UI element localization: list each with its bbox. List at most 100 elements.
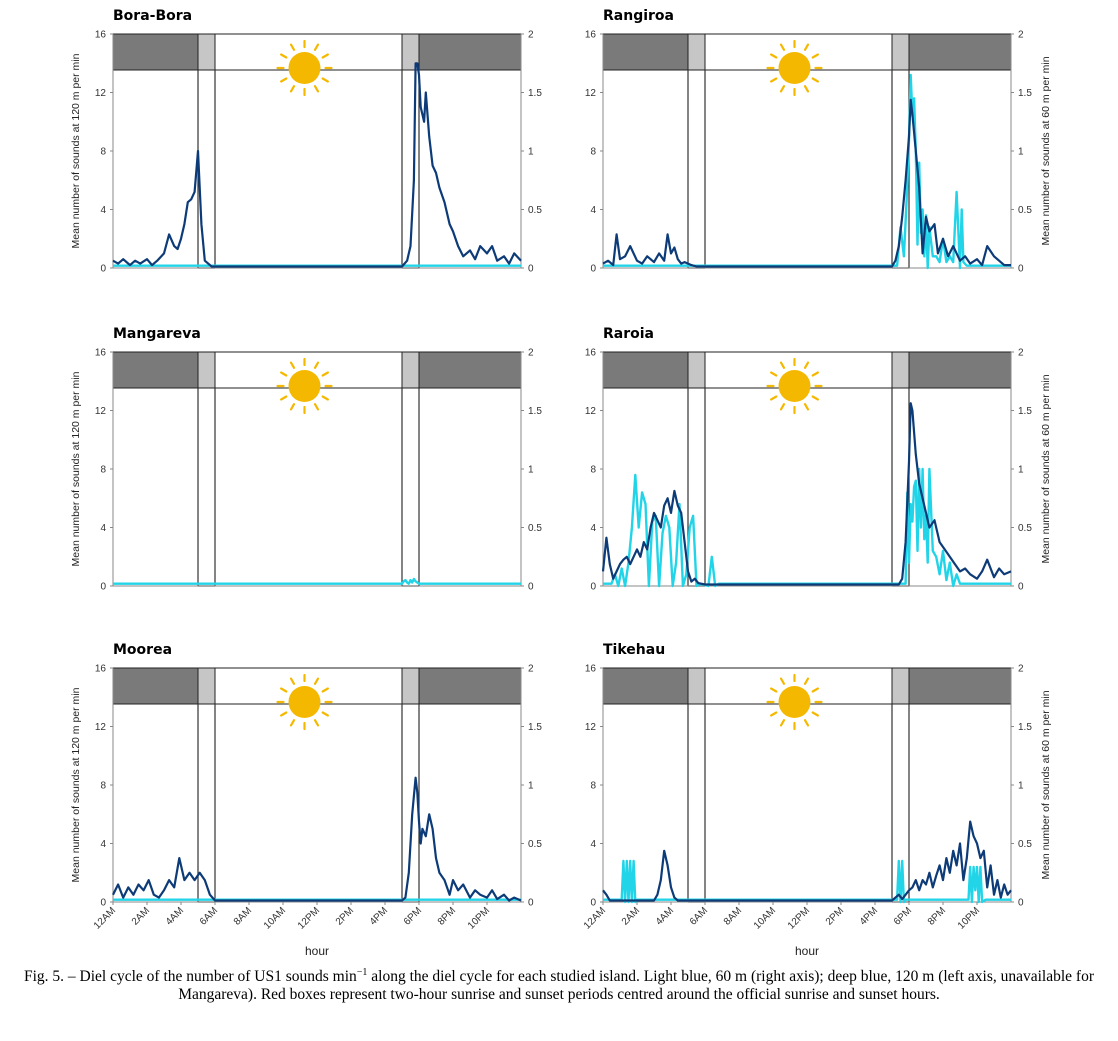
series-line-120m — [601, 402, 1012, 586]
sunset-band — [891, 33, 910, 71]
x-tick-label: 6PM — [402, 905, 424, 927]
y-axis-left-title: Mean number of sounds at 120 m per min — [70, 371, 82, 566]
x-tick-label: 10PM — [466, 905, 492, 931]
sunrise-band — [687, 667, 706, 705]
sun-disc — [288, 686, 321, 718]
y-left-tick-label: 4 — [590, 839, 596, 850]
night-band — [112, 667, 199, 705]
x-tick-label: 4PM — [368, 905, 390, 927]
sun-ray — [313, 85, 320, 93]
series-line-120m — [112, 776, 522, 902]
y-right-tick-label: 1.5 — [1018, 88, 1032, 99]
series-line-60m — [603, 73, 1011, 270]
y-right-tick-label: 1.5 — [528, 406, 542, 417]
sun-icon — [766, 357, 823, 415]
y-left-tick-label: 4 — [100, 839, 106, 850]
x-tick-label: 6AM — [198, 905, 220, 927]
y-right-tick-label: 2 — [1018, 664, 1024, 675]
sun-ray — [289, 361, 296, 369]
y-axis-left-title: Mean number of sounds at 120 m per min — [70, 53, 82, 248]
sun-ray — [289, 677, 296, 685]
sun-ray — [321, 395, 329, 401]
y-right-tick-label: 0.5 — [1018, 839, 1032, 850]
sun-ray — [803, 403, 810, 411]
x-tick-label: 4AM — [164, 905, 186, 927]
sun-ray — [280, 77, 288, 83]
sun-ray — [770, 53, 778, 59]
chart-panel-moorea: Moorea 0 4 8 12 16 0 0.5 1 1.5 2 Mean number of sou… — [70, 642, 542, 958]
x-tick-label: 10AM — [752, 905, 778, 931]
sunrise-band — [197, 351, 216, 389]
y-left-tick-label: 4 — [100, 205, 106, 216]
sun-ray — [811, 687, 819, 693]
y-left-tick-label: 12 — [95, 88, 107, 99]
x-tick-label: 2AM — [130, 905, 152, 927]
series-line-60m — [603, 859, 1011, 904]
night-band — [418, 33, 522, 71]
night-band — [908, 667, 1012, 705]
y-right-tick-label: 0 — [528, 582, 534, 593]
y-right-tick-label: 0 — [1018, 898, 1024, 909]
sun-ray — [289, 719, 296, 727]
sun-ray — [280, 371, 288, 377]
sun-ray — [803, 85, 810, 93]
y-right-tick-label: 0 — [528, 264, 534, 275]
chart-panel-rangiroa: Rangiroa 0 4 8 12 16 0 0.5 1 1.5 2 Mean number of s… — [585, 8, 1052, 275]
sunrise-band — [687, 351, 706, 389]
y-left-tick-label: 12 — [95, 722, 107, 733]
sun-ray — [803, 677, 810, 685]
y-right-tick-label: 1 — [1018, 781, 1024, 792]
y-right-tick-label: 1.5 — [528, 88, 542, 99]
sun-disc — [778, 686, 811, 718]
y-left-tick-label: 12 — [95, 406, 107, 417]
y-left-tick-label: 16 — [585, 348, 597, 359]
sun-ray — [803, 43, 810, 51]
y-left-tick-label: 16 — [585, 30, 597, 41]
y-right-tick-label: 1 — [528, 465, 534, 476]
y-left-tick-label: 8 — [100, 781, 106, 792]
sunrise-band — [197, 33, 216, 71]
chart-panel-mangareva: Mangareva 0 4 8 12 16 0 0.5 1 1.5 2 Mean number of … — [70, 326, 542, 593]
chart-panel-tikehau: Tikehau 0 4 8 12 16 0 0.5 1 1.5 2 Mean number of so… — [582, 642, 1052, 958]
sun-ray — [280, 711, 288, 717]
y-left-tick-label: 0 — [590, 898, 596, 909]
x-tick-label: 2PM — [824, 905, 846, 927]
y-left-tick-label: 0 — [590, 264, 596, 275]
sun-ray — [280, 53, 288, 59]
y-left-tick-label: 16 — [95, 30, 107, 41]
y-right-tick-label: 1.5 — [528, 722, 542, 733]
y-right-tick-label: 0 — [528, 898, 534, 909]
night-band — [908, 351, 1012, 389]
y-left-tick-label: 12 — [585, 88, 597, 99]
y-left-tick-label: 8 — [590, 147, 596, 158]
y-left-tick-label: 16 — [95, 348, 107, 359]
x-tick-label: 8AM — [232, 905, 254, 927]
figure-caption: Fig. 5. – Diel cycle of the number of US… — [4, 966, 1114, 1004]
sun-ray — [779, 361, 786, 369]
y-left-tick-label: 0 — [100, 264, 106, 275]
y-left-tick-label: 16 — [585, 664, 597, 675]
x-tick-label: 12PM — [786, 905, 812, 931]
x-tick-label: 10PM — [956, 905, 982, 931]
sun-ray — [770, 687, 778, 693]
sun-icon — [276, 357, 333, 415]
sunset-band — [891, 351, 910, 389]
y-right-tick-label: 0 — [1018, 264, 1024, 275]
x-tick-label: 10AM — [262, 905, 288, 931]
sun-disc — [288, 52, 321, 84]
x-tick-label: 8PM — [436, 905, 458, 927]
caption-superscript: −1 — [356, 966, 368, 978]
sun-ray — [803, 361, 810, 369]
x-tick-label: 6PM — [892, 905, 914, 927]
y-left-tick-label: 12 — [585, 722, 597, 733]
sun-icon — [766, 673, 823, 731]
sun-ray — [811, 371, 819, 377]
chart-panel-bora-bora: Bora-Bora 0 4 8 12 16 0 0.5 1 1.5 2 Mean number of … — [70, 8, 542, 275]
night-band — [602, 33, 689, 71]
y-left-tick-label: 0 — [100, 898, 106, 909]
y-right-tick-label: 1.5 — [1018, 722, 1032, 733]
sun-ray — [770, 711, 778, 717]
sun-ray — [321, 53, 329, 59]
sun-ray — [321, 77, 329, 83]
